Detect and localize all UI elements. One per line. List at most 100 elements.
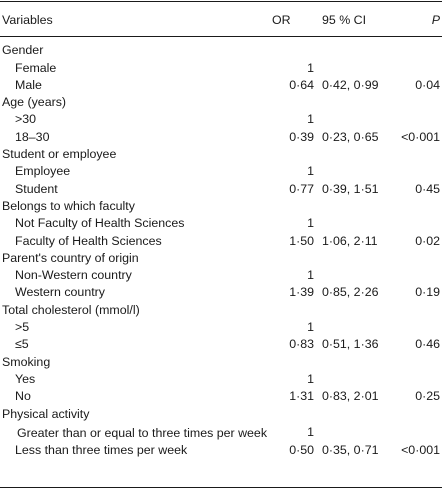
table-row: Less than three times per week 0·50 0·35… (0, 441, 442, 458)
row-p (394, 404, 442, 421)
row-ci (318, 318, 394, 335)
table-row-group: Student or employee (0, 145, 442, 162)
row-variable: Gender (2, 43, 44, 58)
row-variable: ≤5 (15, 337, 29, 352)
row-p (394, 58, 442, 75)
row-ci (318, 197, 394, 214)
table-row-group: Smoking (0, 352, 442, 369)
row-or: 1 (307, 424, 314, 439)
table-row: Student 0·77 0·39, 1·51 0·45 (0, 179, 442, 196)
row-variable: Greater than or equal to three times per… (17, 425, 268, 440)
row-or (268, 36, 318, 58)
row-variable: Total cholesterol (mmol/l) (2, 302, 140, 317)
table-row: Female 1 (0, 58, 442, 75)
row-ci (318, 249, 394, 266)
table-row: No 1·31 0·83, 2·01 0·25 (0, 387, 442, 404)
row-or: 1·50 (289, 233, 314, 248)
row-ci: 0·83, 2·01 (322, 389, 379, 404)
row-variable: Employee (15, 164, 71, 179)
row-ci (318, 422, 394, 441)
row-ci: 0·23, 0·65 (322, 129, 379, 144)
row-p (394, 197, 442, 214)
row-variable: Smoking (2, 354, 51, 369)
table-row: >5 1 (0, 318, 442, 335)
row-or: 1 (307, 268, 314, 283)
row-or: 1 (307, 112, 314, 127)
header-variables: Variables (2, 12, 53, 27)
row-variable: Male (15, 77, 42, 92)
table-row: Western country 1·39 0·85, 2·26 0·19 (0, 283, 442, 300)
row-or: 0·83 (289, 337, 314, 352)
row-or (268, 145, 318, 162)
row-variable: No (15, 389, 31, 404)
row-p (394, 422, 442, 441)
table-row-group: Age (years) (0, 93, 442, 110)
row-p (394, 110, 442, 127)
row-ci (318, 370, 394, 387)
row-p: 0·45 (415, 181, 440, 196)
row-p: 0·19 (415, 285, 440, 300)
row-or (268, 249, 318, 266)
row-or: 1 (307, 164, 314, 179)
row-or: 1 (307, 371, 314, 386)
row-ci (318, 352, 394, 369)
row-p: 0·02 (415, 233, 440, 248)
table-row: Non-Western country 1 (0, 266, 442, 283)
row-ci: 0·42, 0·99 (322, 77, 379, 92)
row-or: 1·31 (289, 389, 314, 404)
top-rule (0, 1, 442, 2)
row-ci (318, 404, 394, 421)
row-p (394, 214, 442, 231)
row-variable: Western country (15, 285, 105, 300)
row-p: 0·04 (415, 77, 440, 92)
row-variable: >5 (15, 320, 30, 335)
table-row: Yes 1 (0, 370, 442, 387)
bottom-rule (0, 487, 442, 488)
row-p (394, 318, 442, 335)
row-or: 0·77 (289, 181, 314, 196)
table-row-group: Total cholesterol (mmol/l) (0, 300, 442, 317)
row-p: 0·25 (415, 389, 440, 404)
row-variable: Less than three times per week (15, 443, 188, 458)
row-variable: Non-Western country (15, 268, 132, 283)
row-or (268, 404, 318, 421)
header-rule (0, 36, 442, 37)
row-p (394, 93, 442, 110)
row-or: 1 (307, 60, 314, 75)
row-ci (318, 162, 394, 179)
row-ci (318, 58, 394, 75)
row-p: <0·001 (401, 443, 440, 458)
table-row: Male 0·64 0·42, 0·99 0·04 (0, 76, 442, 93)
table-row: Employee 1 (0, 162, 442, 179)
row-ci (318, 145, 394, 162)
row-ci (318, 93, 394, 110)
row-ci (318, 214, 394, 231)
table-row: 18–30 0·39 0·23, 0·65 <0·001 (0, 127, 442, 144)
row-variable: Student (15, 181, 58, 196)
row-variable: 18–30 (15, 129, 50, 144)
row-variable: Age (years) (2, 95, 67, 110)
row-ci: 0·35, 0·71 (322, 443, 379, 458)
row-p (394, 266, 442, 283)
row-or: 0·50 (289, 443, 314, 458)
table-row: ≤5 0·83 0·51, 1·36 0·46 (0, 335, 442, 352)
row-variable: Student or employee (2, 147, 117, 162)
row-ci (318, 266, 394, 283)
row-ci: 1·06, 2·11 (322, 233, 378, 248)
row-variable: Belongs to which faculty (2, 198, 135, 213)
row-variable: Female (15, 60, 57, 75)
row-variable: Parent's country of origin (2, 250, 139, 265)
table-row-group: Parent's country of origin (0, 249, 442, 266)
row-ci (318, 110, 394, 127)
row-p (394, 145, 442, 162)
row-variable: Not Faculty of Health Sciences (15, 216, 185, 231)
header-or: OR (272, 12, 291, 27)
row-variable: Faculty of Health Sciences (15, 233, 162, 248)
table-row: Not Faculty of Health Sciences 1 (0, 214, 442, 231)
row-or (268, 197, 318, 214)
table-header-row: Variables OR 95 % CI P (0, 3, 442, 36)
row-variable: >30 (15, 112, 37, 127)
row-or: 1 (307, 216, 314, 231)
table-row: Faculty of Health Sciences 1·50 1·06, 2·… (0, 231, 442, 248)
